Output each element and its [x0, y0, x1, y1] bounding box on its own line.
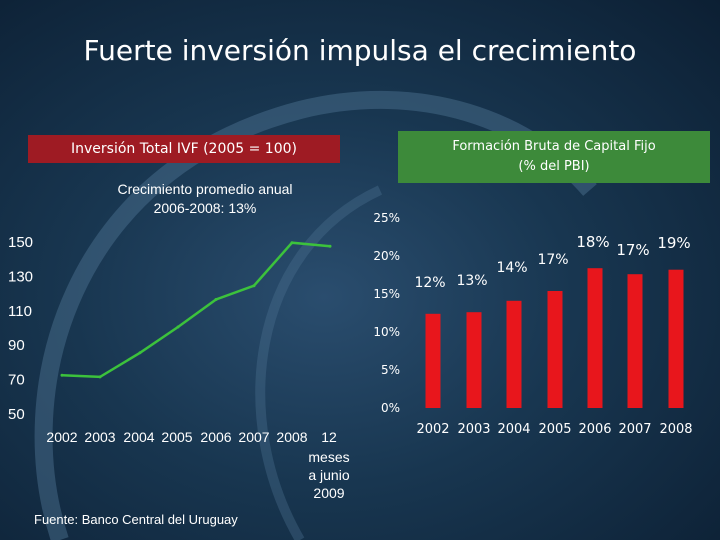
- investment-point: [98, 375, 102, 379]
- capital-formation-bar: [668, 269, 684, 408]
- left-chart-header: Inversión Total IVF (2005 = 100): [28, 135, 340, 163]
- line-ytick-label: 150: [8, 234, 33, 251]
- investment-point: [290, 241, 294, 245]
- line-xtick-label: 12: [321, 429, 337, 445]
- bar-data-label: 13%: [456, 273, 487, 289]
- bar-ytick-label: 5%: [381, 363, 400, 377]
- bar-data-label: 12%: [414, 275, 445, 291]
- growth-note: Crecimiento promedio anual 2006-2008: 13…: [80, 180, 330, 218]
- capital-formation-bar: [547, 291, 563, 408]
- investment-point: [252, 284, 256, 288]
- bar-ytick-label: 10%: [373, 325, 400, 339]
- line-xtick-label: 2009: [313, 485, 344, 501]
- line-xtick-label: 2005: [161, 429, 192, 445]
- line-ytick-label: 110: [8, 303, 32, 320]
- investment-point: [328, 244, 332, 248]
- line-xtick-label: meses: [308, 449, 349, 465]
- bar-data-label: 14%: [496, 260, 527, 276]
- source-note: Fuente: Banco Central del Uruguay: [34, 512, 238, 527]
- line-ytick-label: 90: [8, 337, 25, 354]
- bar-xtick-label: 2006: [578, 422, 611, 437]
- line-ytick-label: 70: [8, 372, 25, 389]
- bar-xtick-label: 2002: [416, 422, 449, 437]
- capital-formation-bar: [466, 312, 482, 408]
- line-ytick-label: 130: [8, 268, 33, 285]
- investment-series-line: [61, 241, 331, 379]
- line-xtick-label: 2003: [84, 429, 115, 445]
- bar-xtick-label: 2007: [618, 422, 651, 437]
- bar-ytick-label: 25%: [373, 211, 400, 225]
- line-ytick-label: 50: [8, 406, 25, 423]
- bar-xtick-label: 2004: [497, 422, 530, 437]
- bar-ytick-label: 20%: [373, 249, 400, 263]
- bar-ytick-label: 15%: [373, 287, 400, 301]
- right-header-line1: Formación Bruta de Capital Fijo: [452, 139, 656, 154]
- capital-formation-bar: [506, 300, 522, 408]
- bar-xtick-label: 2008: [659, 422, 692, 437]
- bar-data-label: 17%: [616, 241, 649, 259]
- capital-formation-bar: [425, 313, 441, 408]
- line-xtick-label: 2007: [238, 429, 269, 445]
- line-xtick-label: 2004: [123, 429, 154, 445]
- bar-xtick-label: 2005: [538, 422, 571, 437]
- bar-data-label: 18%: [576, 233, 609, 251]
- investment-point: [214, 298, 218, 301]
- growth-note-line2: 2006-2008: 13%: [153, 200, 257, 216]
- bar-data-label: 17%: [537, 252, 568, 268]
- investment-point: [176, 325, 180, 329]
- bar-xtick-label: 2003: [457, 422, 490, 437]
- page-title: Fuerte inversión impulsa el crecimiento: [83, 34, 637, 67]
- line-xtick-label: 2002: [46, 429, 77, 445]
- investment-point: [60, 373, 64, 377]
- line-xtick-label: 2008: [276, 429, 307, 445]
- capital-formation-bar: [587, 268, 603, 408]
- line-xtick-label: 2006: [200, 429, 231, 445]
- bar-ytick-label: 0%: [381, 401, 400, 415]
- investment-point: [138, 351, 142, 355]
- line-xtick-label: a junio: [308, 467, 349, 483]
- capital-formation-bar: [627, 274, 643, 408]
- growth-note-line1: Crecimiento promedio anual: [117, 181, 293, 197]
- bar-data-label: 19%: [657, 234, 690, 252]
- right-header-line2: (% del PBI): [518, 159, 590, 174]
- right-chart-header: Formación Bruta de Capital Fijo (% del P…: [398, 131, 710, 183]
